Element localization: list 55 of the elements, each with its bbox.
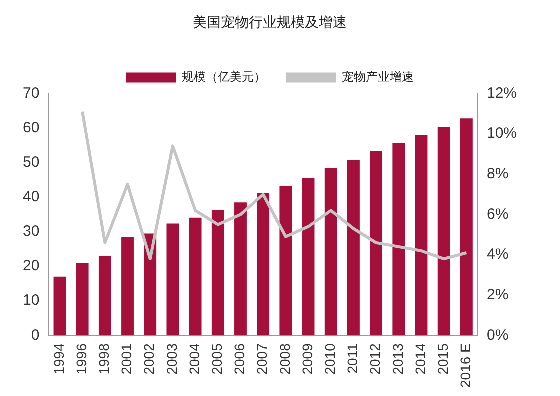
x-tick-label: 2013 <box>390 343 406 375</box>
y2-tick-label: 2% <box>486 286 509 304</box>
bar <box>347 160 360 336</box>
y-tick-label: 10 <box>22 292 40 310</box>
y2-tick-label: 0% <box>486 326 509 344</box>
y-tick-label: 0 <box>31 326 40 344</box>
x-tick-label: 2006 <box>232 343 248 375</box>
legend-label: 规模（亿美元） <box>182 70 266 84</box>
legend-label: 宠物产业增速 <box>342 70 414 84</box>
bar <box>189 218 202 336</box>
x-tick-label: 2014 <box>412 343 428 375</box>
x-tick-label: 2009 <box>299 343 316 375</box>
y-tick-label: 70 <box>22 84 40 102</box>
x-tick-label: 2005 <box>209 343 225 375</box>
bar <box>76 263 89 336</box>
bar <box>257 193 270 336</box>
y-tick-label: 20 <box>22 258 40 275</box>
x-tick-label: 2004 <box>186 343 202 375</box>
bar <box>280 186 292 336</box>
x-tick-label: 2001 <box>118 343 135 375</box>
x-tick-label: 2011 <box>344 343 361 374</box>
bar <box>54 276 66 336</box>
x-tick-label: 1994 <box>50 343 67 375</box>
y-tick-label: 40 <box>22 188 40 206</box>
bar <box>415 135 428 336</box>
x-tick-label: 2007 <box>254 343 270 375</box>
x-tick-label: 2016 E <box>458 344 474 388</box>
x-tick-label: 2003 <box>164 343 180 375</box>
bar <box>212 210 224 336</box>
y2-tick-label: 8% <box>486 166 509 183</box>
y2-tick-label: 4% <box>486 246 509 264</box>
y2-tick-label: 10% <box>486 125 518 142</box>
x-tick-label: 2012 <box>367 343 384 375</box>
y-tick-label: 30 <box>22 223 40 240</box>
x-tick-label: 2010 <box>322 343 338 375</box>
bar <box>302 178 315 336</box>
bar <box>98 256 112 336</box>
bar <box>122 237 134 336</box>
bar <box>392 143 406 336</box>
chart-title: 美国宠物行业规模及增速 <box>193 15 347 32</box>
y2-tick-label: 12% <box>486 84 518 102</box>
bar <box>370 151 383 336</box>
x-tick-label: 1998 <box>96 343 112 375</box>
bar <box>234 202 247 336</box>
x-tick-label: 2002 <box>141 343 158 375</box>
y-tick-label: 60 <box>22 119 40 136</box>
y-tick-label: 50 <box>22 154 40 172</box>
bar <box>438 127 450 336</box>
y2-tick-label: 6% <box>486 206 509 223</box>
bar <box>166 224 180 336</box>
bar <box>460 118 473 336</box>
x-tick-label: 2008 <box>276 343 293 375</box>
x-tick-label: 1996 <box>73 343 90 375</box>
x-tick-label: 2015 <box>434 343 451 375</box>
bar <box>324 168 338 336</box>
